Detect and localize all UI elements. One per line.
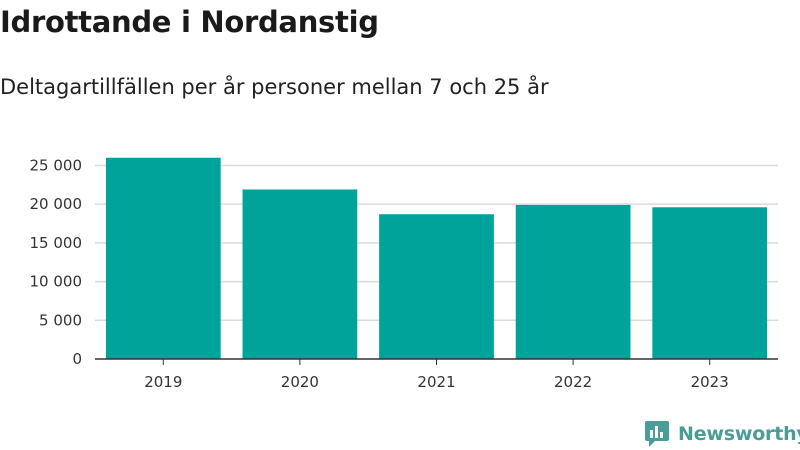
bar-2019 (105, 157, 221, 359)
bars (105, 157, 768, 359)
x-tick-label: 2022 (554, 373, 592, 391)
y-tick-label: 0 (72, 350, 82, 368)
chart-subtitle: Deltagartillfällen per år personer mella… (0, 75, 549, 99)
brand-name: Newsworthy (678, 423, 800, 445)
x-tick-label: 2020 (281, 373, 319, 391)
x-tick-label: 2023 (691, 373, 729, 391)
bar-2023 (652, 207, 768, 359)
bar-2021 (379, 214, 494, 359)
axes (95, 358, 778, 365)
x-tick-label: 2019 (144, 373, 182, 391)
newsworthy-logo-icon (645, 421, 669, 447)
x-tick-label: 2021 (417, 373, 455, 391)
tick-labels: 0 5 000 10 000 15 000 20 000 25 000 2019 2020 20… (30, 156, 729, 391)
y-tick-label: 15 000 (30, 234, 83, 252)
bar-2022 (515, 204, 631, 359)
y-tick-label: 5 000 (39, 311, 82, 329)
y-tick-label: 20 000 (30, 195, 83, 213)
chart-title: Idrottande i Nordanstig (0, 5, 379, 39)
y-tick-label: 10 000 (30, 273, 83, 291)
brand-logo: Newsworthy (644, 420, 800, 448)
y-tick-label: 25 000 (30, 156, 83, 174)
bar-2020 (242, 189, 358, 359)
